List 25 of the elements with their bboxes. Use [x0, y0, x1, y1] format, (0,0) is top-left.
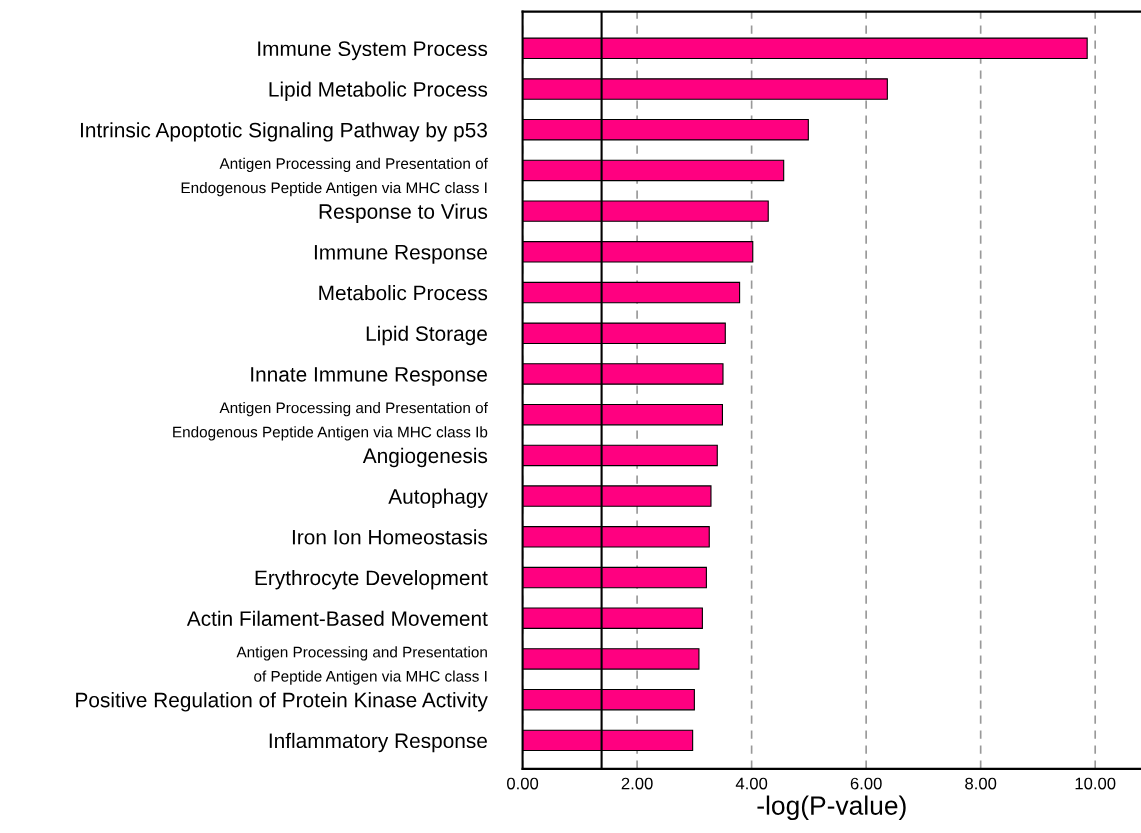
y-tick-label: Inflammatory Response: [269, 732, 487, 753]
x-tick-label: 8.00: [965, 777, 997, 790]
y-tick-label: Autophagy: [388, 488, 488, 508]
y-tick-label: Metabolic Process: [319, 285, 488, 301]
y-tick-label: Immune System Process: [258, 41, 488, 61]
y-tick-label: Erythrocyte Development: [255, 569, 488, 590]
y-tick-label: Positive Regulation of Protein Kinase Activity: [76, 692, 488, 712]
x-axis-title: -log(P-value): [757, 795, 906, 821]
y-tick-label: Innate Immune Response: [251, 367, 487, 386]
y-tick-label: Intrinsic Apoptotic Signaling Pathway by p53: [80, 122, 487, 142]
x-tick-label: 6.00: [850, 777, 882, 790]
y-tick-label: Antigen Processing and Presentation of Peptide Antigen via MHC class I: [236, 646, 487, 685]
y-tick-label: Actin Filament-Based Movement: [186, 610, 488, 626]
y-tick-label: Lipid Metabolic Process: [269, 81, 488, 101]
x-tick-label: 2.00: [621, 777, 653, 790]
y-tick-label: Immune Response: [314, 245, 487, 264]
y-tick-label: Antigen Processing and Presentation of Endogenous Peptide Antigen via MHC class Ib: [173, 402, 488, 441]
x-tick-label: 0.00: [507, 777, 539, 790]
y-tick-label: Angiogenesis: [362, 447, 488, 468]
y-tick-label: Iron Ion Homeostasis: [292, 529, 488, 545]
y-tick-label: Lipid Storage: [366, 325, 487, 346]
x-tick-label: 4.00: [735, 777, 768, 790]
x-tick-label: 10.00: [1075, 777, 1116, 790]
y-tick-label: Antigen Processing and Presentation of Endogenous Peptide Antigen via MHC class I: [181, 157, 488, 197]
y-tick-label: Response to Virus: [319, 203, 488, 224]
